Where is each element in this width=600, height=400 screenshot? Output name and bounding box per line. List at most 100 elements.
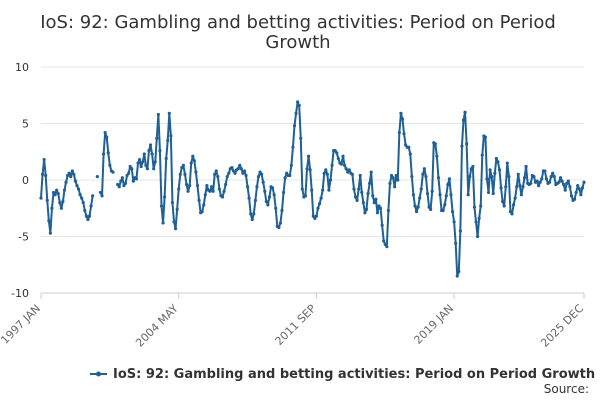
data-point[interactable] <box>324 168 328 172</box>
data-point[interactable] <box>173 226 178 231</box>
data-point[interactable] <box>72 172 76 176</box>
data-point[interactable] <box>388 181 392 185</box>
data-point[interactable] <box>466 193 470 197</box>
data-point[interactable] <box>170 201 175 205</box>
data-point[interactable] <box>303 194 308 198</box>
data-point[interactable] <box>209 185 214 189</box>
data-point[interactable] <box>436 176 441 180</box>
data-point[interactable] <box>184 182 189 187</box>
data-point[interactable] <box>557 180 561 184</box>
data-point[interactable] <box>45 198 49 202</box>
data-point[interactable] <box>574 190 578 195</box>
data-point[interactable] <box>136 161 140 165</box>
data-point[interactable] <box>375 211 380 215</box>
data-point[interactable] <box>256 175 261 179</box>
data-point[interactable] <box>122 184 126 188</box>
data-point[interactable] <box>380 223 384 227</box>
data-point[interactable] <box>294 111 298 115</box>
data-point[interactable] <box>317 202 322 206</box>
data-point[interactable] <box>433 142 437 146</box>
data-point[interactable] <box>573 197 577 201</box>
data-point[interactable] <box>222 189 226 193</box>
data-point[interactable] <box>393 185 397 189</box>
data-point[interactable] <box>227 171 231 175</box>
data-point[interactable] <box>357 187 361 191</box>
data-point[interactable] <box>280 208 284 213</box>
data-point[interactable] <box>558 176 563 180</box>
data-point[interactable] <box>156 112 160 117</box>
data-point[interactable] <box>87 214 92 218</box>
data-point[interactable] <box>339 162 344 166</box>
data-point[interactable] <box>134 177 139 181</box>
data-point[interactable] <box>119 179 123 183</box>
data-point[interactable] <box>347 168 351 172</box>
data-point[interactable] <box>153 160 157 164</box>
data-point[interactable] <box>216 175 220 179</box>
data-point[interactable] <box>116 182 120 187</box>
data-point[interactable] <box>166 138 170 143</box>
data-point[interactable] <box>400 117 405 121</box>
data-point[interactable] <box>86 217 90 222</box>
data-point[interactable] <box>306 154 311 158</box>
data-point[interactable] <box>186 189 190 193</box>
data-point[interactable] <box>155 136 159 140</box>
data-point[interactable] <box>241 171 245 175</box>
data-point[interactable] <box>137 158 142 162</box>
data-point[interactable] <box>163 195 167 199</box>
data-point[interactable] <box>84 214 88 218</box>
data-point[interactable] <box>430 189 434 193</box>
data-point[interactable] <box>441 208 445 213</box>
data-point[interactable] <box>355 198 359 202</box>
data-point[interactable] <box>394 173 398 178</box>
data-point[interactable] <box>457 269 461 274</box>
data-point[interactable] <box>297 103 301 108</box>
data-point[interactable] <box>576 184 580 188</box>
data-point[interactable] <box>300 187 304 191</box>
data-point[interactable] <box>469 167 473 171</box>
data-point[interactable] <box>505 161 509 165</box>
data-point[interactable] <box>490 175 494 179</box>
data-point[interactable] <box>455 274 459 278</box>
data-point[interactable] <box>535 179 539 183</box>
data-point[interactable] <box>397 130 401 135</box>
data-point[interactable] <box>117 185 121 189</box>
data-point[interactable] <box>549 175 553 179</box>
data-point[interactable] <box>152 167 156 171</box>
data-point[interactable] <box>48 231 52 235</box>
data-point[interactable] <box>471 164 475 169</box>
data-point[interactable] <box>483 135 488 139</box>
data-point[interactable] <box>100 194 104 198</box>
data-point[interactable] <box>214 169 218 173</box>
data-point[interactable] <box>480 153 484 157</box>
data-point[interactable] <box>217 187 221 191</box>
data-point[interactable] <box>69 175 73 179</box>
data-point[interactable] <box>577 187 581 191</box>
data-point[interactable] <box>368 181 372 185</box>
data-point[interactable] <box>458 229 462 233</box>
data-point[interactable] <box>391 176 395 180</box>
data-point[interactable] <box>277 225 281 230</box>
data-point[interactable] <box>128 164 132 169</box>
data-point[interactable] <box>335 151 339 155</box>
data-point[interactable] <box>499 186 503 190</box>
data-point[interactable] <box>314 214 319 218</box>
data-point[interactable] <box>308 168 312 172</box>
data-point[interactable] <box>80 196 84 200</box>
data-point[interactable] <box>150 152 154 156</box>
data-point[interactable] <box>81 201 85 205</box>
data-point[interactable] <box>402 132 406 136</box>
data-point[interactable] <box>377 204 381 208</box>
data-point[interactable] <box>378 206 383 210</box>
data-point[interactable] <box>42 158 46 162</box>
data-point[interactable] <box>98 190 103 195</box>
data-point[interactable] <box>258 170 262 174</box>
data-point[interactable] <box>211 189 215 193</box>
data-point[interactable] <box>255 185 259 189</box>
data-point[interactable] <box>325 172 329 176</box>
data-point[interactable] <box>524 164 528 169</box>
data-point[interactable] <box>189 161 193 165</box>
data-point[interactable] <box>205 184 209 188</box>
data-point[interactable] <box>181 163 185 167</box>
data-point[interactable] <box>316 206 320 210</box>
data-point[interactable] <box>95 175 99 179</box>
